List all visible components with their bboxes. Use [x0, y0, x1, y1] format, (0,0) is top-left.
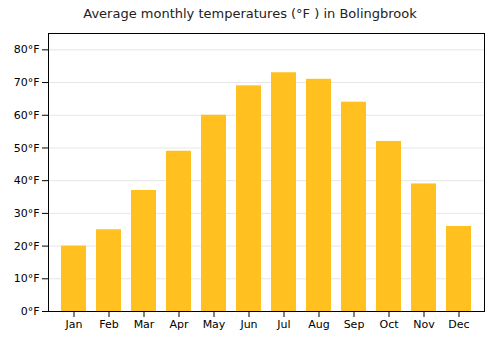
svg-text:80°F: 80°F — [14, 43, 40, 56]
svg-text:Apr: Apr — [169, 318, 189, 331]
svg-text:70°F: 70°F — [14, 76, 40, 89]
svg-text:Oct: Oct — [379, 318, 399, 331]
svg-text:60°F: 60°F — [14, 109, 40, 122]
html-text:Average monthly temperatures (: Average monthly temperatures (°F ) in Bo… — [83, 6, 417, 21]
svg-text:Nov: Nov — [413, 318, 435, 331]
svg-text:20°F: 20°F — [14, 240, 40, 253]
svg-text:Aug: Aug — [308, 318, 329, 331]
svg-text:Sep: Sep — [344, 318, 365, 331]
svg-text:30°F: 30°F — [14, 207, 40, 220]
svg-text:10°F: 10°F — [14, 272, 40, 285]
svg-text:Jan: Jan — [65, 318, 83, 331]
svg-text:Jul: Jul — [276, 318, 290, 331]
svg-text:Jun: Jun — [239, 318, 257, 331]
svg-text:50°F: 50°F — [14, 141, 40, 154]
svg-text:Dec: Dec — [448, 318, 469, 331]
svg-text:Mar: Mar — [134, 318, 155, 331]
svg-text:Feb: Feb — [99, 318, 118, 331]
svg-text:May: May — [203, 318, 226, 331]
svg-text:0°F: 0°F — [21, 305, 40, 318]
svg-text:40°F: 40°F — [14, 174, 40, 187]
